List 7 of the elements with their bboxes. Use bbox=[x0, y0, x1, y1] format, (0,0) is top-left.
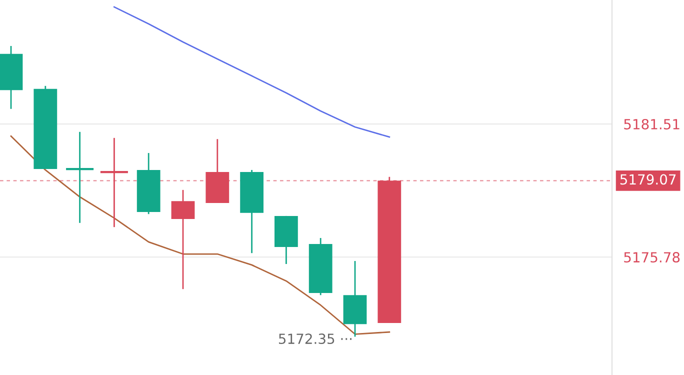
ref-line-label: 5179.07 bbox=[620, 174, 676, 185]
line-series bbox=[10, 135, 390, 335]
y-tick-label: 5181.51 bbox=[624, 118, 680, 130]
y-tick-label: 5175.78 bbox=[624, 252, 680, 263]
annotation: 5172.35 ··· bbox=[278, 334, 352, 344]
line-series bbox=[114, 6, 390, 138]
candlestick bbox=[171, 189, 195, 290]
